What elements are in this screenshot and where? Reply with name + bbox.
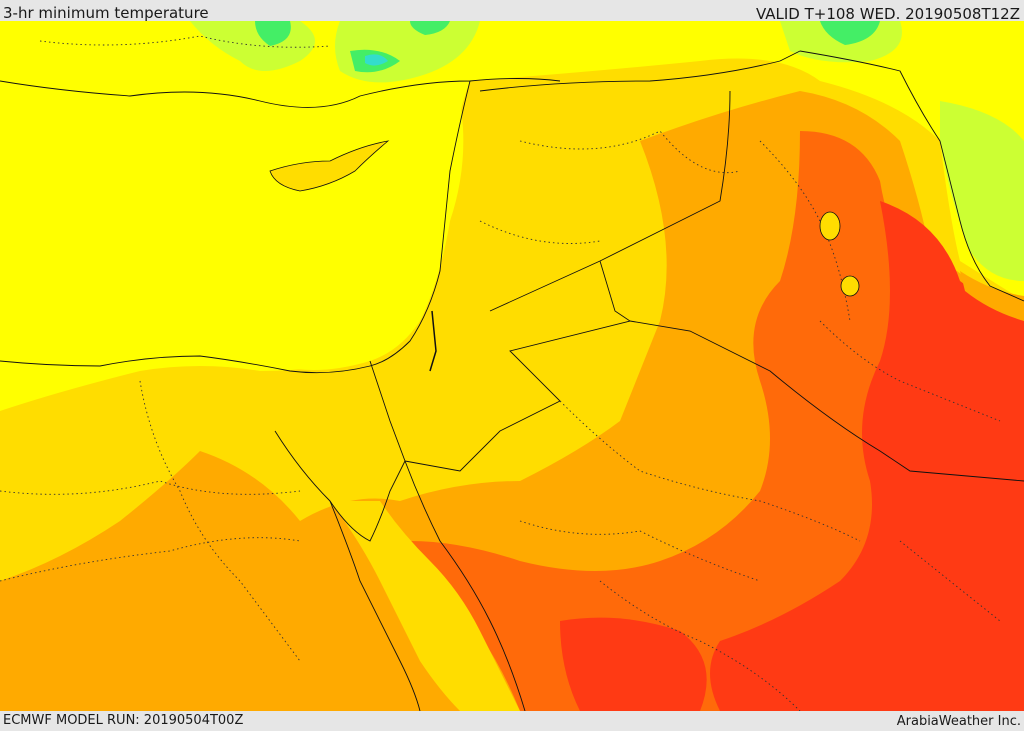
map-title: 3-hr minimum temperature [3,4,209,22]
egypt-israel-border [369,360,406,462]
green-patch-1 [255,21,291,46]
green-patch-3 [410,21,450,35]
syria-iraq-border [489,90,731,312]
country-borders [0,50,1024,711]
model-run-label: ECMWF MODEL RUN: 20190504T00Z [3,713,244,728]
green-patch-4 [820,21,880,45]
dead-sea [429,310,437,372]
lake-tharthar [819,211,841,241]
cyan-patch [365,54,388,66]
credit-label: ArabiaWeather Inc. [896,714,1021,729]
cyprus-island [269,140,390,192]
mediterranean-sea [0,81,464,370]
valid-time-label: VALID T+108 WED. 20190508T12Z [755,5,1020,23]
turkey-coast [0,78,561,108]
province-borders [0,35,1001,711]
sinai-coast [274,430,406,542]
footer-bar: ECMWF MODEL RUN: 20190504T00Z ArabiaWeat… [0,711,1024,729]
cold-zone-east [940,101,1024,281]
map-canvas [0,21,1024,711]
very-hot-zone [710,201,1024,711]
header-bar: 3-hr minimum temperature VALID T+108 WED… [0,0,1024,23]
very-hot-zone-south [560,617,707,711]
iran-border [799,50,1024,302]
levant-coast [0,80,471,374]
lake-razazah [840,275,860,297]
jordan-border [404,260,632,472]
red-sea [330,501,520,711]
red-sea-east-coast [404,460,526,711]
red-sea-west-coast [329,500,421,711]
turkey-syria-border [479,50,801,92]
saudi-iraq-border [629,320,1024,482]
temperature-map[interactable] [0,21,1024,711]
persian-gulf [960,271,1024,321]
